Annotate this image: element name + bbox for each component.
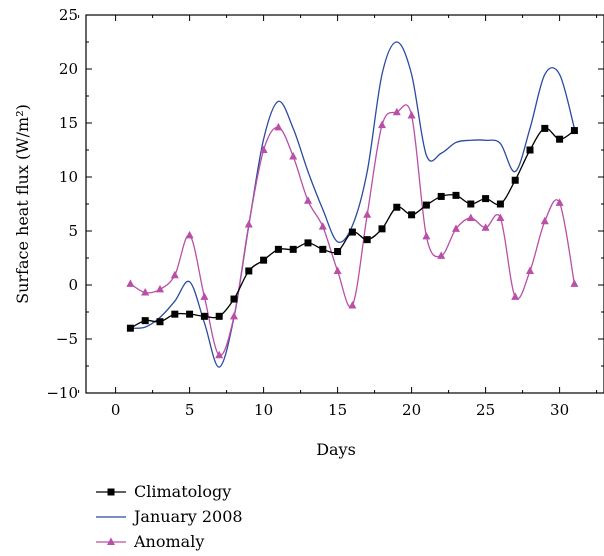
data-point-climatology [230, 295, 238, 303]
data-point-climatology [541, 124, 549, 132]
data-point-climatology [274, 245, 282, 253]
data-point-climatology [245, 267, 253, 275]
y-tick-label: 25 [59, 6, 78, 24]
y-tick-label: −10 [46, 384, 78, 402]
data-point-climatology [496, 200, 504, 208]
data-point-climatology [171, 310, 179, 318]
data-point-climatology [186, 310, 194, 318]
data-point-climatology [363, 236, 371, 244]
x-tick-label: 5 [185, 401, 195, 419]
data-point-anomaly [185, 230, 194, 239]
y-tick-label: 10 [59, 168, 78, 186]
data-point-climatology [215, 312, 223, 320]
data-point-climatology [126, 324, 134, 332]
y-tick-label: 5 [68, 222, 78, 240]
data-point-climatology [556, 135, 564, 143]
data-point-climatology [570, 127, 578, 135]
data-point-climatology [141, 317, 149, 325]
data-point-anomaly [141, 288, 150, 296]
y-tick-label: 0 [68, 276, 78, 294]
legend: Climatology January 2008 Anomaly [96, 482, 243, 551]
data-point-anomaly [452, 224, 460, 232]
data-point-anomaly [363, 210, 372, 218]
data-point-anomaly [304, 196, 312, 204]
data-point-anomaly [333, 266, 342, 274]
legend-marker-climatology [107, 488, 115, 496]
data-point-climatology [334, 248, 342, 256]
y-tick-label: −5 [56, 330, 78, 348]
x-axis: 0 5 10 15 20 25 30 [78, 15, 598, 419]
data-point-anomaly [511, 292, 520, 300]
data-point-anomaly [126, 279, 135, 287]
data-point-anomaly [526, 266, 534, 274]
data-point-anomaly [496, 213, 505, 222]
data-point-anomaly [215, 350, 224, 359]
x-axis-title: Days [316, 440, 356, 459]
data-point-climatology [452, 191, 460, 199]
plot-background [86, 15, 604, 393]
data-point-climatology [393, 203, 401, 211]
data-point-climatology [378, 225, 386, 233]
data-point-climatology [408, 211, 416, 219]
data-point-anomaly [437, 251, 446, 259]
data-point-anomaly [200, 292, 209, 300]
y-axis: −10 −5 0 5 10 15 20 25 [46, 6, 604, 402]
x-tick-label: 30 [550, 401, 569, 419]
data-point-climatology [482, 195, 490, 203]
y-tick-label: 20 [59, 60, 78, 78]
data-point-anomaly [274, 122, 283, 131]
data-point-climatology [348, 228, 356, 236]
x-tick-label: 0 [111, 401, 121, 419]
data-point-anomaly [481, 223, 490, 231]
data-point-anomaly [318, 222, 327, 230]
data-point-anomaly [570, 279, 579, 287]
data-point-anomaly [555, 198, 564, 206]
data-point-climatology [422, 201, 430, 209]
data-point-climatology [304, 239, 312, 247]
data-point-climatology [319, 245, 327, 253]
data-point-anomaly [259, 145, 268, 153]
x-tick-label: 10 [254, 401, 273, 419]
data-point-climatology [156, 318, 164, 326]
data-point-climatology [526, 146, 534, 154]
series-line-january-2008 [130, 41, 576, 368]
data-point-climatology [437, 192, 445, 200]
data-point-climatology [467, 200, 475, 208]
x-tick-label: 20 [402, 401, 421, 419]
data-point-anomaly [466, 213, 475, 222]
y-axis-title: Surface heat flux (W/m²) [13, 104, 32, 304]
data-point-climatology [200, 312, 208, 320]
data-point-anomaly [422, 231, 431, 240]
data-point-anomaly [348, 301, 357, 309]
x-tick-label: 15 [328, 401, 347, 419]
data-point-anomaly [244, 220, 253, 228]
data-point-climatology [289, 245, 297, 253]
data-point-anomaly [407, 110, 416, 119]
legend-marker-anomaly [107, 537, 115, 545]
x-tick-label: 25 [476, 401, 495, 419]
data-point-anomaly [540, 216, 549, 225]
plot-markers [126, 107, 579, 359]
y-tick-label: 15 [59, 114, 78, 132]
legend-label-january-2008: January 2008 [132, 507, 243, 526]
data-point-anomaly [230, 311, 238, 320]
data-point-anomaly [156, 284, 164, 293]
data-point-anomaly [289, 151, 298, 160]
data-point-climatology [260, 256, 268, 264]
legend-label-anomaly: Anomaly [133, 532, 204, 551]
data-point-anomaly [392, 107, 401, 116]
data-point-anomaly [378, 120, 386, 129]
data-point-climatology [511, 176, 519, 184]
data-point-anomaly [170, 270, 179, 279]
legend-label-climatology: Climatology [134, 482, 231, 501]
